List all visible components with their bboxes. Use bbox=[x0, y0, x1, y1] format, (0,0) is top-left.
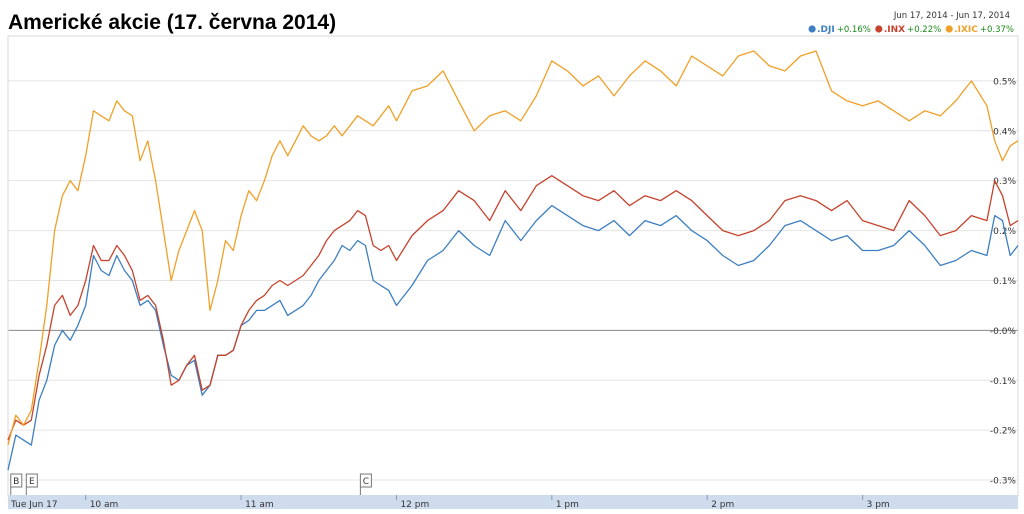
series-line-dji bbox=[7, 204, 1019, 471]
y-tick-label: -0.1% bbox=[990, 377, 1017, 387]
legend-series-name: .DJI bbox=[817, 25, 835, 35]
x-tick-label: 3 pm bbox=[867, 500, 890, 510]
gridlines bbox=[8, 80, 1018, 481]
legend: +0.37%.IXIC +0.22%.INX +0.16%.DJI bbox=[808, 25, 1014, 35]
x-tick-label: Tue Jun 17 bbox=[10, 500, 58, 510]
y-tick-label: -0.2% bbox=[990, 427, 1017, 437]
legend-dot bbox=[808, 25, 816, 33]
y-tick-label: 0.5% bbox=[993, 77, 1016, 87]
series-line-inx bbox=[7, 175, 1019, 441]
x-axis: Tue Jun 17 10 am 11 am 12 pm 1 pm 2 pm 3 pm bbox=[10, 495, 890, 510]
legend-dot bbox=[875, 25, 883, 33]
legend-series-name: .IXIC bbox=[954, 25, 978, 35]
x-tick-label: 2 pm bbox=[711, 500, 734, 510]
event-marker-label: B bbox=[13, 477, 19, 487]
event-marker-b[interactable]: B bbox=[10, 473, 23, 495]
event-marker-label: E bbox=[29, 477, 35, 487]
legend-change: +0.22% bbox=[907, 25, 941, 35]
date-range: Jun 17, 2014 - Jun 17, 2014 bbox=[893, 11, 1010, 21]
legend-change: +0.37% bbox=[980, 25, 1014, 35]
event-marker-label: C bbox=[363, 477, 369, 487]
y-tick-label: 0.1% bbox=[993, 277, 1016, 287]
time-axis-bar bbox=[8, 495, 1018, 509]
y-tick-label: 0.4% bbox=[993, 127, 1016, 137]
event-marker-e[interactable]: E bbox=[25, 473, 38, 495]
y-tick-label: 0.3% bbox=[993, 177, 1016, 187]
chart-title: Americké akcie (17. června 2014) bbox=[8, 11, 336, 34]
series-line-ixic bbox=[7, 50, 1019, 446]
x-tick-label: 11 am bbox=[245, 500, 274, 510]
legend-dot bbox=[945, 25, 953, 33]
event-marker-c[interactable]: C bbox=[359, 473, 372, 495]
x-tick-label: 12 pm bbox=[400, 500, 429, 510]
y-tick-label: -0.0% bbox=[990, 327, 1017, 337]
x-tick-label: 10 am bbox=[90, 500, 119, 510]
x-tick-label: 1 pm bbox=[556, 500, 579, 510]
legend-change: +0.16% bbox=[837, 25, 871, 35]
legend-series-name: .INX bbox=[884, 25, 905, 35]
y-tick-label: -0.3% bbox=[990, 477, 1017, 487]
series-lines bbox=[7, 50, 1019, 471]
